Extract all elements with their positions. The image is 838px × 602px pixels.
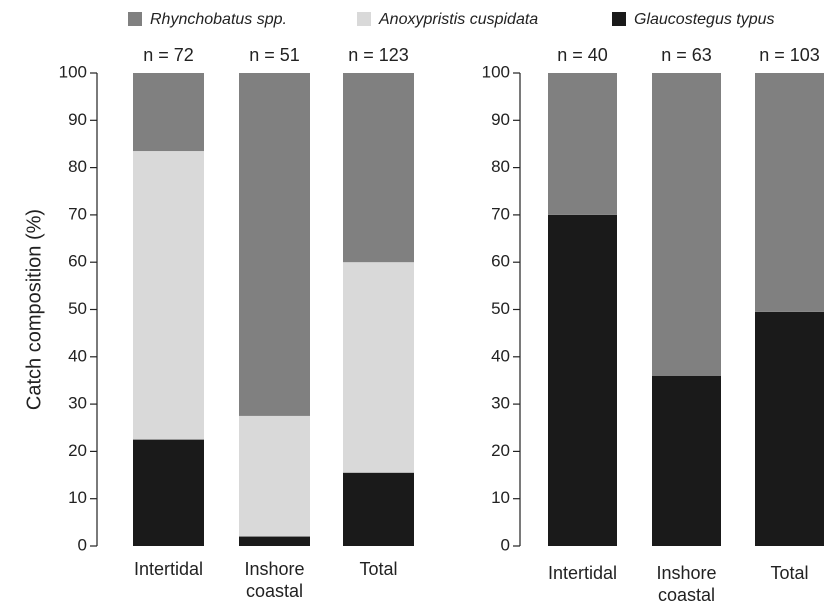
bar-label: n = 72 xyxy=(143,45,194,65)
legend-swatch xyxy=(357,12,371,26)
y-tick-label: 90 xyxy=(68,110,87,129)
legend-label: Rhynchobatus spp. xyxy=(150,11,287,28)
bar-segment xyxy=(652,375,721,546)
bar-segment xyxy=(239,536,310,546)
y-tick-label: 20 xyxy=(68,441,87,460)
bar-segment xyxy=(133,151,204,440)
bar-segment xyxy=(239,73,310,416)
y-tick-label: 90 xyxy=(491,110,510,129)
bar-label: n = 63 xyxy=(661,45,712,65)
legend-label: Anoxypristis cuspidata xyxy=(378,11,538,28)
bar-segment xyxy=(239,415,310,537)
bar-label: n = 123 xyxy=(348,45,409,65)
y-tick-label: 80 xyxy=(68,157,87,176)
x-tick-label: Inshore coastal xyxy=(244,559,305,601)
x-tick-label: Intertidal xyxy=(133,559,204,579)
y-tick-label: 40 xyxy=(68,346,87,365)
y-tick-label: 50 xyxy=(491,299,510,318)
x-tick-label: Inshore coastal xyxy=(656,563,717,602)
y-tick-label: 10 xyxy=(491,488,510,507)
y-tick-label: 0 xyxy=(501,535,510,554)
y-tick-label: 10 xyxy=(68,488,87,507)
bar-segment xyxy=(133,439,204,546)
x-tick-label: Total xyxy=(359,559,398,579)
bar-segment xyxy=(755,73,824,312)
bar-label: n = 103 xyxy=(759,45,820,65)
y-tick-label: 30 xyxy=(491,394,510,413)
bar-segment xyxy=(652,73,721,376)
y-tick-label: 100 xyxy=(59,62,87,81)
legend-label: Glaucostegus typus xyxy=(634,11,775,28)
y-tick-label: 80 xyxy=(491,157,510,176)
x-tick-label: Intertidal xyxy=(547,563,618,583)
y-tick-label: 50 xyxy=(68,299,87,318)
bar-label: n = 40 xyxy=(557,45,608,65)
legend-swatch xyxy=(612,12,626,26)
y-tick-label: 100 xyxy=(482,62,510,81)
x-tick-label: Total xyxy=(770,563,809,583)
y-tick-label: 30 xyxy=(68,394,87,413)
bar-segment xyxy=(343,262,414,473)
bar-segment xyxy=(548,73,617,215)
y-tick-label: 0 xyxy=(78,535,87,554)
y-tick-label: 70 xyxy=(491,204,510,223)
legend-swatch xyxy=(128,12,142,26)
y-tick-label: 60 xyxy=(68,252,87,271)
y-axis-label: Catch composition (%) xyxy=(23,209,45,410)
y-tick-label: 70 xyxy=(68,204,87,223)
bar-label: n = 51 xyxy=(249,45,300,65)
bar-segment xyxy=(343,472,414,546)
bar-segment xyxy=(548,214,617,546)
bar-segment xyxy=(343,73,414,263)
y-tick-label: 60 xyxy=(491,252,510,271)
y-tick-label: 40 xyxy=(491,346,510,365)
bar-segment xyxy=(133,73,204,152)
bar-segment xyxy=(755,311,824,546)
y-tick-label: 20 xyxy=(491,441,510,460)
